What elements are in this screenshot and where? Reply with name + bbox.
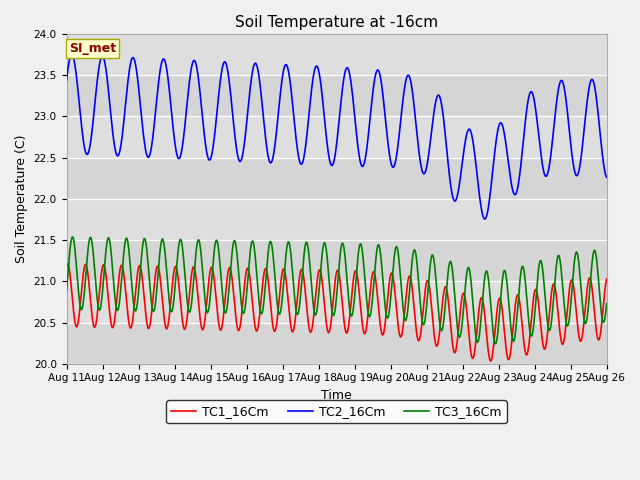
TC2_16Cm bbox=[160, 56, 168, 62]
Bar bbox=[67, 199, 607, 240]
TC1_16Cm bbox=[603, 276, 611, 282]
TC2_16Cm bbox=[481, 216, 488, 222]
Line: TC2_16Cm: TC2_16Cm bbox=[67, 55, 607, 219]
TC3_16Cm bbox=[63, 288, 70, 293]
TC3_16Cm bbox=[603, 300, 611, 306]
Bar bbox=[67, 240, 607, 281]
Line: TC3_16Cm: TC3_16Cm bbox=[67, 237, 607, 344]
TC2_16Cm bbox=[603, 174, 611, 180]
TC1_16Cm bbox=[64, 261, 72, 267]
TC2_16Cm bbox=[317, 78, 324, 84]
Bar bbox=[67, 75, 607, 116]
Bar bbox=[67, 34, 607, 75]
TC2_16Cm bbox=[488, 172, 496, 178]
TC1_16Cm bbox=[317, 268, 324, 274]
TC3_16Cm bbox=[428, 253, 435, 259]
TC3_16Cm bbox=[317, 271, 324, 277]
TC2_16Cm bbox=[458, 166, 465, 172]
TC1_16Cm bbox=[458, 298, 465, 303]
TC3_16Cm bbox=[458, 326, 465, 332]
TC3_16Cm bbox=[488, 319, 496, 325]
TC3_16Cm bbox=[492, 341, 499, 347]
TC3_16Cm bbox=[160, 240, 168, 245]
TC1_16Cm bbox=[63, 263, 70, 269]
TC3_16Cm bbox=[68, 234, 76, 240]
TC1_16Cm bbox=[160, 311, 168, 317]
TC1_16Cm bbox=[602, 279, 610, 285]
Text: SI_met: SI_met bbox=[69, 42, 116, 55]
TC2_16Cm bbox=[68, 52, 76, 58]
TC2_16Cm bbox=[428, 128, 435, 133]
Bar bbox=[67, 281, 607, 323]
Title: Soil Temperature at -16cm: Soil Temperature at -16cm bbox=[235, 15, 438, 30]
Bar bbox=[67, 157, 607, 199]
Line: TC1_16Cm: TC1_16Cm bbox=[67, 264, 607, 361]
Y-axis label: Soil Temperature (C): Soil Temperature (C) bbox=[15, 134, 28, 263]
TC1_16Cm bbox=[488, 353, 496, 359]
Legend: TC1_16Cm, TC2_16Cm, TC3_16Cm: TC1_16Cm, TC2_16Cm, TC3_16Cm bbox=[166, 400, 507, 423]
TC2_16Cm bbox=[63, 77, 70, 83]
Bar bbox=[67, 323, 607, 364]
TC1_16Cm bbox=[487, 358, 495, 364]
TC3_16Cm bbox=[602, 306, 610, 312]
Bar bbox=[67, 116, 607, 157]
X-axis label: Time: Time bbox=[321, 389, 352, 402]
TC2_16Cm bbox=[602, 173, 610, 179]
TC1_16Cm bbox=[428, 305, 435, 311]
